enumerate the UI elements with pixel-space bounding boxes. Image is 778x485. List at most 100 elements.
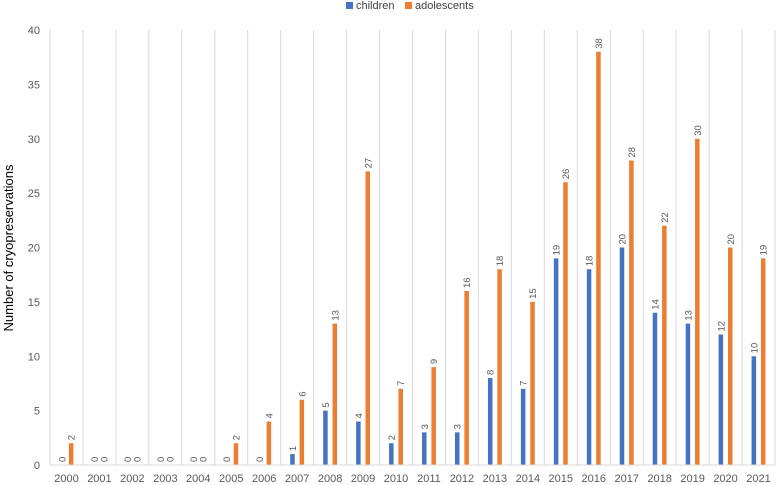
x-tick-label: 2021 <box>746 473 770 485</box>
y-tick-label: 0 <box>34 460 40 472</box>
data-label-children: 4 <box>354 413 365 418</box>
bar-children <box>718 334 724 465</box>
bar-children <box>389 443 394 465</box>
y-tick-label: 30 <box>28 134 40 146</box>
x-tick-label: 2015 <box>549 473 573 485</box>
x-tick-label: 2004 <box>186 473 210 485</box>
data-label-adolescents: 4 <box>264 413 275 418</box>
data-label-children: 8 <box>486 370 497 375</box>
data-label-children: 3 <box>453 424 464 429</box>
data-label-adolescents: 18 <box>495 256 506 267</box>
data-label-children: 7 <box>519 381 530 386</box>
x-tick-label: 2003 <box>153 473 177 485</box>
bar-children <box>685 323 691 465</box>
data-label-adolescents: 7 <box>396 381 407 386</box>
bars <box>68 51 766 465</box>
data-label-children: 10 <box>749 343 760 354</box>
bar-children <box>290 454 295 465</box>
data-label-adolescents: 22 <box>660 212 671 223</box>
x-tick-label: 2017 <box>614 473 638 485</box>
data-label-children: 0 <box>90 457 101 462</box>
data-label-adolescents: 16 <box>462 277 473 288</box>
bar-children <box>422 432 427 465</box>
x-tick-label: 2008 <box>318 473 342 485</box>
x-tick-label: 2000 <box>54 473 78 485</box>
data-label-children: 5 <box>321 402 332 407</box>
bar-children <box>586 269 592 465</box>
x-tick-label: 2020 <box>713 473 737 485</box>
data-label-adolescents: 2 <box>231 435 242 440</box>
data-label-children: 2 <box>387 435 398 440</box>
data-label-adolescents: 30 <box>693 125 704 136</box>
bar-adolescents <box>662 225 667 465</box>
legend-label-children: children <box>356 0 395 12</box>
data-label-adolescents: 28 <box>627 147 638 158</box>
data-label-children: 12 <box>716 321 727 332</box>
bar-adolescents <box>266 421 272 465</box>
bar-adolescents <box>299 399 305 465</box>
legend-label-adolescents: adolescents <box>415 0 474 12</box>
y-tick-label: 35 <box>28 79 40 91</box>
bar-adolescents <box>431 367 436 465</box>
bar-children <box>652 312 658 465</box>
y-tick-label: 10 <box>28 351 40 363</box>
bar-adolescents <box>596 51 601 465</box>
bar-children <box>487 378 493 465</box>
bar-adolescents <box>760 258 766 465</box>
data-label-adolescents: 6 <box>297 391 308 396</box>
x-tick-label: 2010 <box>384 473 408 485</box>
bar-adolescents <box>398 388 403 465</box>
data-label-children: 13 <box>683 310 694 321</box>
x-tick-label: 2009 <box>351 473 375 485</box>
x-tick-label: 2014 <box>516 473 540 485</box>
bar-adolescents <box>365 171 371 465</box>
x-tick-label: 2007 <box>285 473 309 485</box>
y-tick-label: 20 <box>28 243 40 255</box>
x-tick-label: 2001 <box>87 473 111 485</box>
bar-adolescents <box>530 301 535 465</box>
x-tick-label: 2018 <box>647 473 671 485</box>
data-label-children: 20 <box>618 234 629 245</box>
data-label-children: 18 <box>585 256 596 267</box>
x-axis: 2000 2001 2002 2003 2004 2005 2006 2007 2008 2009… <box>54 473 771 485</box>
data-label-adolescents: 15 <box>528 288 539 299</box>
bar-adolescents <box>728 247 733 465</box>
x-tick-label: 2002 <box>120 473 144 485</box>
bar-children <box>520 388 526 465</box>
legend-swatch-adolescents <box>405 2 412 9</box>
bar-adolescents <box>629 160 634 465</box>
y-axis: 0 5 10 15 20 25 30 35 40 <box>28 25 40 472</box>
data-label-adolescents: 19 <box>759 245 770 256</box>
bar-children <box>356 421 361 465</box>
bar-adolescents <box>464 291 469 465</box>
data-label-adolescents: 0 <box>166 457 177 462</box>
data-label-children: 14 <box>650 299 661 310</box>
bar-adolescents <box>68 443 74 465</box>
x-tick-label: 2005 <box>219 473 243 485</box>
bar-children <box>751 356 757 465</box>
bar-adolescents <box>233 443 239 465</box>
data-label-children: 0 <box>189 457 200 462</box>
data-label-adolescents: 2 <box>67 435 78 440</box>
bar-children <box>323 410 328 465</box>
data-label-children: 0 <box>57 457 68 462</box>
data-label-adolescents: 38 <box>594 38 605 49</box>
y-tick-label: 5 <box>34 406 40 418</box>
legend: children adolescents <box>346 0 474 12</box>
data-label-adolescents: 9 <box>429 359 440 364</box>
data-label-children: 0 <box>156 457 167 462</box>
y-axis-label: Number of cryopreservations <box>1 164 16 331</box>
x-tick-label: 2019 <box>680 473 704 485</box>
bar-children <box>553 258 559 465</box>
x-tick-label: 2006 <box>252 473 276 485</box>
data-label-adolescents: 0 <box>100 457 111 462</box>
data-label-adolescents: 27 <box>363 158 374 169</box>
y-tick-label: 40 <box>28 25 40 37</box>
x-tick-label: 2012 <box>450 473 474 485</box>
data-label-adolescents: 13 <box>330 310 341 321</box>
data-label-adolescents: 20 <box>726 234 737 245</box>
bar-children <box>454 432 460 465</box>
bar-adolescents <box>497 269 502 465</box>
